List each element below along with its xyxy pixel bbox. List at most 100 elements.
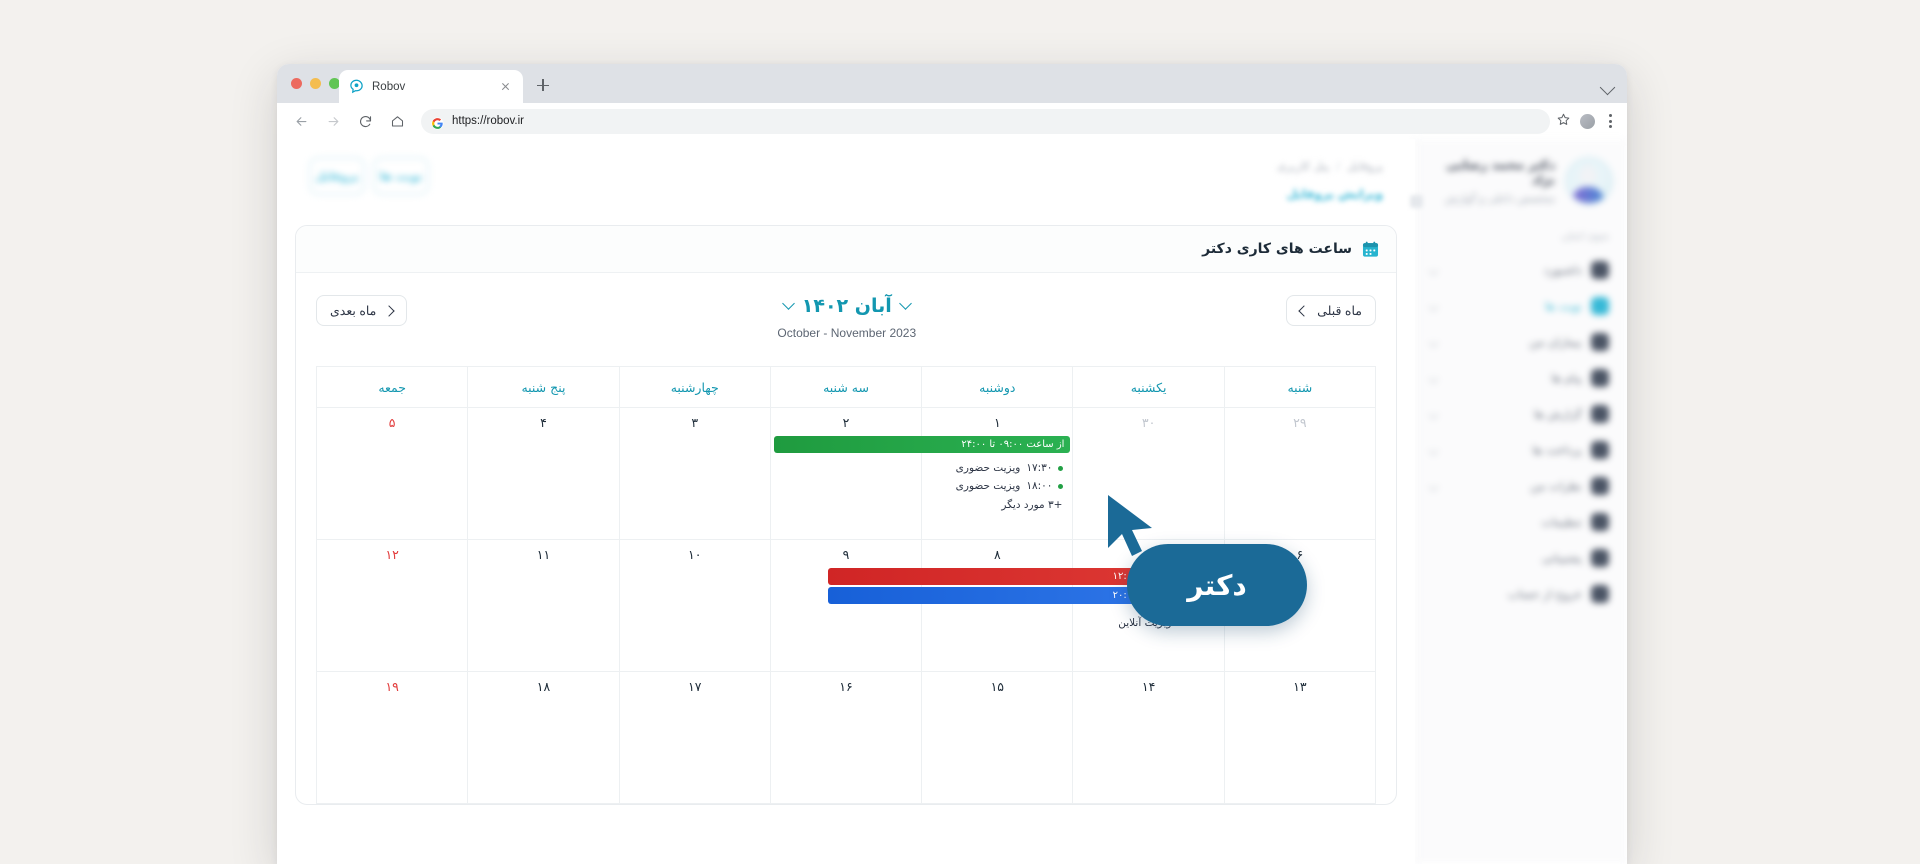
calendar-week-row: ۱۳ ۱۴ ۱۵ ۱۶: [315, 671, 1377, 804]
previous-month-button[interactable]: ماه قبلی: [1286, 295, 1376, 326]
calendar-day-cell[interactable]: ۲: [769, 407, 923, 540]
day-number: ۴: [540, 415, 547, 430]
working-hours-bar[interactable]: از ساعت ۰۹:۰۰ تا ۲۴:۰۰: [774, 436, 1071, 453]
sidebar-item-settings[interactable]: تنظیمات: [1426, 504, 1613, 540]
calendar-day-cell[interactable]: ۴: [467, 407, 620, 540]
event-time: ۱۷:۳۰: [1026, 462, 1053, 474]
working-hours-card: ساعت های کاری دکتر ماه قبلی آبان ۱۴۰۲: [295, 225, 1397, 805]
calendar-day-cell[interactable]: ۱۰: [618, 539, 771, 672]
sidebar-item-reviews[interactable]: نظرات من: [1426, 468, 1613, 504]
minimize-window-button[interactable]: [310, 78, 321, 89]
calendar-day-cell[interactable]: ۱۷: [618, 671, 771, 804]
sidebar-item-label: نوبت ها: [1545, 299, 1582, 313]
reload-icon[interactable]: [351, 107, 379, 135]
next-month-button[interactable]: ماه بعدی: [316, 295, 408, 326]
sidebar-item-payments[interactable]: پرداخت ها: [1426, 432, 1613, 468]
google-icon: [431, 115, 444, 129]
address-bar[interactable]: https://robov.ir: [421, 108, 1550, 134]
address-bar-url: https://robov.ir: [452, 115, 525, 127]
breadcrumb: پروفایل / پنل کاربری: [1277, 159, 1383, 173]
page-viewport: دکتر محمد رضایی نژاد متخصص داخلی و گوارش…: [277, 139, 1627, 864]
browser-profile-avatar[interactable]: [1580, 113, 1595, 129]
calendar-day-cell[interactable]: ۸: [921, 539, 1074, 672]
tab-appointments[interactable]: نوبت ها: [373, 157, 429, 195]
day-number: ۶: [1296, 547, 1304, 562]
new-tab-icon[interactable]: [533, 75, 553, 95]
calendar-day-cell[interactable]: ۱ ۱۷:۳۰ ویزیت حضوری: [774, 407, 1074, 540]
day-number: ۱: [993, 415, 1001, 430]
chevron-icon: [1428, 373, 1439, 383]
maximize-window-button[interactable]: [329, 78, 340, 89]
calendar-day-cell[interactable]: ۱۱: [467, 539, 620, 672]
sidebar-section-label: منوی اصلی: [1561, 231, 1609, 242]
browser-tab[interactable]: Robov: [339, 70, 523, 103]
tab-profile[interactable]: پروفایل: [309, 157, 365, 195]
event-bullet-icon: [1058, 465, 1064, 471]
day-events: ۱۷:۳۰ ویزیت حضوری ۱۸:۰۰ ویزیت حضوری: [922, 459, 1072, 515]
sidebar-item-patients[interactable]: بیماران من: [1426, 324, 1613, 360]
browser-menu-icon[interactable]: [1603, 113, 1617, 129]
weekday-header: دوشنبه: [921, 366, 1074, 408]
sidebar-item-logout[interactable]: خروج از حساب: [1426, 576, 1613, 612]
page-title: ساعت های کاری دکتر: [1202, 241, 1352, 257]
sidebar-item-appointments[interactable]: نوبت ها: [1426, 288, 1613, 324]
breadcrumb-item[interactable]: پروفایل: [1346, 159, 1383, 173]
wallet-icon: [1591, 441, 1609, 459]
collapse-sidebar-button[interactable]: [1410, 195, 1423, 208]
calendar-day-cell[interactable]: ۳: [618, 407, 771, 540]
cursor-role-badge: دکتر: [1127, 544, 1307, 626]
more-events-link[interactable]: +۳ مورد دیگر: [1001, 499, 1063, 511]
card-header: ساعت های کاری دکتر: [296, 226, 1396, 273]
sidebar-profile[interactable]: دکتر محمد رضایی نژاد متخصص داخلی و گوارش: [1426, 157, 1613, 205]
support-icon: [1591, 549, 1609, 567]
calendar-day-cell[interactable]: ۱۸: [467, 671, 620, 804]
main-content: پروفایل / پنل کاربری ویرایش پروفایل نوبت…: [277, 139, 1423, 864]
tab-label: پروفایل: [315, 169, 359, 183]
breadcrumb-item[interactable]: پنل کاربری: [1276, 159, 1330, 173]
chevron-icon: [1428, 445, 1439, 455]
event-title: ویزیت حضوری: [955, 462, 1021, 474]
logout-icon: [1591, 585, 1609, 603]
sidebar-item-label: پیام ها: [1551, 371, 1582, 385]
tab-label: نوبت ها: [379, 169, 423, 183]
calendar-day-cell[interactable]: ۹: [769, 539, 923, 672]
edit-profile-link[interactable]: ویرایش پروفایل: [1286, 187, 1383, 201]
dashboard-icon: [1591, 261, 1609, 279]
sidebar-item-dashboard[interactable]: داشبورد: [1426, 252, 1613, 288]
sidebar-item-support[interactable]: پشتیبانی: [1426, 540, 1613, 576]
calendar-day-cell[interactable]: ۱۵: [921, 671, 1074, 804]
chevron-down-icon: [898, 297, 912, 310]
month-selector[interactable]: آبان ۱۴۰۲: [407, 295, 1286, 317]
home-icon[interactable]: [383, 107, 411, 135]
calendar-day-cell[interactable]: ۲۹: [1223, 407, 1377, 540]
event-title: ویزیت حضوری: [955, 480, 1021, 492]
event-item[interactable]: ۱۷:۳۰ ویزیت حضوری: [926, 459, 1068, 477]
day-number: ۱۸: [536, 679, 551, 694]
chevron-icon: [1428, 337, 1439, 347]
calendar-day-cell[interactable]: ۱۲: [315, 539, 469, 672]
chevron-left-icon: [1298, 304, 1310, 317]
close-tab-icon[interactable]: [498, 79, 513, 94]
calendar-day-cell[interactable]: ۱۴: [1072, 671, 1225, 804]
calendar-day-cell[interactable]: ۳۰: [1072, 407, 1225, 540]
forward-icon[interactable]: [319, 107, 347, 135]
chat-icon: [1591, 369, 1609, 387]
calendar-weeks: ۲۹ ۳۰ ۱ ۱۷:: [315, 407, 1377, 804]
close-window-button[interactable]: [291, 78, 302, 89]
sidebar-item-reports[interactable]: گزارش ها: [1426, 396, 1613, 432]
page-tabs: نوبت ها پروفایل: [309, 157, 429, 195]
calendar-navigation: ماه قبلی آبان ۱۴۰۲ October - November 20…: [316, 295, 1376, 340]
calendar-day-cell[interactable]: ۱۶: [769, 671, 923, 804]
tab-list-chevron-icon[interactable]: [1599, 79, 1616, 96]
sidebar-item-messages[interactable]: پیام ها: [1426, 360, 1613, 396]
calendar-day-cell[interactable]: ۱۳: [1223, 671, 1377, 804]
day-number: ۹: [842, 547, 850, 562]
calendar-day-cell[interactable]: ۱۹: [315, 671, 469, 804]
robov-logo-icon: [349, 79, 364, 94]
bookmark-star-icon[interactable]: [1556, 112, 1572, 131]
weekday-header: پنج شنبه: [467, 366, 620, 408]
chevron-icon: [1428, 265, 1439, 275]
event-item[interactable]: ۱۸:۰۰ ویزیت حضوری: [926, 477, 1068, 495]
calendar-day-cell[interactable]: ۵: [315, 407, 469, 540]
back-icon[interactable]: [287, 107, 315, 135]
